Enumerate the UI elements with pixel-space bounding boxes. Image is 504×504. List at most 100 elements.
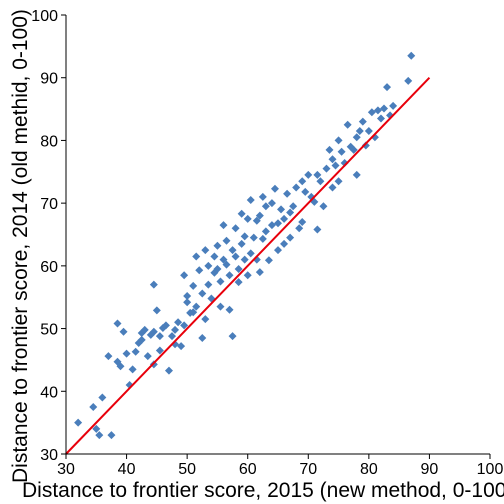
data-point bbox=[331, 161, 340, 170]
axes bbox=[65, 15, 490, 455]
data-point bbox=[234, 264, 243, 273]
data-point bbox=[367, 108, 376, 117]
data-point bbox=[258, 192, 267, 201]
data-point bbox=[334, 177, 343, 186]
data-point bbox=[277, 205, 286, 214]
data-point bbox=[95, 431, 104, 440]
data-point bbox=[246, 249, 255, 258]
data-point bbox=[122, 349, 131, 358]
data-point bbox=[189, 308, 198, 317]
data-point bbox=[164, 366, 173, 375]
data-point bbox=[204, 261, 213, 270]
data-point bbox=[237, 239, 246, 248]
data-point bbox=[286, 208, 295, 217]
data-point bbox=[328, 183, 337, 192]
data-point bbox=[404, 76, 413, 85]
data-point bbox=[183, 298, 192, 307]
data-point bbox=[98, 393, 107, 402]
data-point bbox=[295, 224, 304, 233]
data-point bbox=[155, 332, 164, 341]
data-point bbox=[240, 255, 249, 264]
data-point bbox=[189, 281, 198, 290]
x-axis-ticks: 30 40 50 60 70 80 90 100 bbox=[57, 454, 503, 478]
data-point bbox=[137, 335, 146, 344]
data-point bbox=[252, 216, 261, 225]
data-point bbox=[128, 365, 137, 374]
x-tick-label: 90 bbox=[421, 461, 439, 478]
data-point bbox=[198, 333, 207, 342]
data-point bbox=[343, 120, 352, 129]
data-point bbox=[325, 145, 334, 154]
data-point bbox=[289, 202, 298, 211]
data-point bbox=[258, 234, 267, 243]
data-point bbox=[204, 280, 213, 289]
data-point bbox=[143, 352, 152, 361]
data-point bbox=[292, 183, 301, 192]
data-point bbox=[237, 209, 246, 218]
data-point bbox=[280, 214, 289, 223]
data-point bbox=[352, 133, 361, 142]
data-point bbox=[213, 264, 222, 273]
data-point bbox=[255, 268, 264, 277]
data-point bbox=[240, 232, 249, 241]
data-point bbox=[192, 302, 201, 311]
data-point bbox=[213, 241, 222, 250]
data-point bbox=[376, 114, 385, 123]
data-point bbox=[107, 431, 116, 440]
data-point bbox=[364, 127, 373, 136]
data-point bbox=[89, 402, 98, 411]
data-point bbox=[228, 332, 237, 341]
data-point bbox=[298, 217, 307, 226]
data-point bbox=[301, 187, 310, 196]
data-point bbox=[355, 127, 364, 136]
x-tick-label: 50 bbox=[178, 461, 196, 478]
data-point bbox=[407, 51, 416, 60]
data-point bbox=[219, 255, 228, 264]
data-point bbox=[104, 352, 113, 361]
data-point bbox=[198, 289, 207, 298]
data-point bbox=[74, 418, 83, 427]
y-tick-label: 100 bbox=[31, 8, 58, 25]
y-tick-label: 70 bbox=[40, 196, 58, 213]
y-tick-label: 30 bbox=[40, 447, 58, 464]
data-point bbox=[380, 104, 388, 113]
data-point bbox=[149, 327, 158, 336]
data-point bbox=[201, 246, 210, 255]
reference-line-group bbox=[65, 77, 431, 455]
data-point bbox=[358, 117, 367, 126]
data-point bbox=[286, 233, 295, 242]
y-tick-label: 60 bbox=[40, 259, 58, 276]
data-point bbox=[313, 170, 322, 179]
data-point bbox=[246, 196, 255, 205]
data-point bbox=[283, 189, 292, 198]
data-point bbox=[340, 159, 349, 168]
data-point bbox=[298, 177, 307, 186]
data-point bbox=[168, 332, 176, 341]
data-point bbox=[231, 252, 240, 261]
data-points bbox=[74, 51, 416, 440]
data-point bbox=[155, 346, 164, 355]
data-point bbox=[255, 211, 264, 220]
data-point bbox=[174, 318, 183, 327]
y-tick-label: 80 bbox=[40, 133, 58, 150]
data-point bbox=[216, 302, 225, 311]
x-axis-title: Distance to frontier score, 2015 (new me… bbox=[22, 479, 504, 502]
data-point bbox=[274, 246, 282, 255]
data-point bbox=[361, 141, 370, 150]
data-point bbox=[219, 221, 228, 230]
data-point bbox=[131, 347, 140, 356]
x-tick-label: 40 bbox=[118, 461, 136, 478]
data-point bbox=[304, 170, 313, 179]
data-point bbox=[337, 147, 346, 156]
data-point bbox=[319, 202, 328, 211]
data-point bbox=[225, 305, 234, 314]
data-point bbox=[328, 155, 337, 164]
x-tick-label: 100 bbox=[477, 461, 504, 478]
data-point bbox=[261, 202, 270, 211]
data-point bbox=[201, 315, 210, 324]
y-tick-label: 90 bbox=[40, 71, 58, 88]
data-point bbox=[249, 233, 258, 242]
data-point bbox=[243, 214, 252, 223]
data-point bbox=[177, 342, 186, 351]
data-point bbox=[222, 260, 231, 269]
